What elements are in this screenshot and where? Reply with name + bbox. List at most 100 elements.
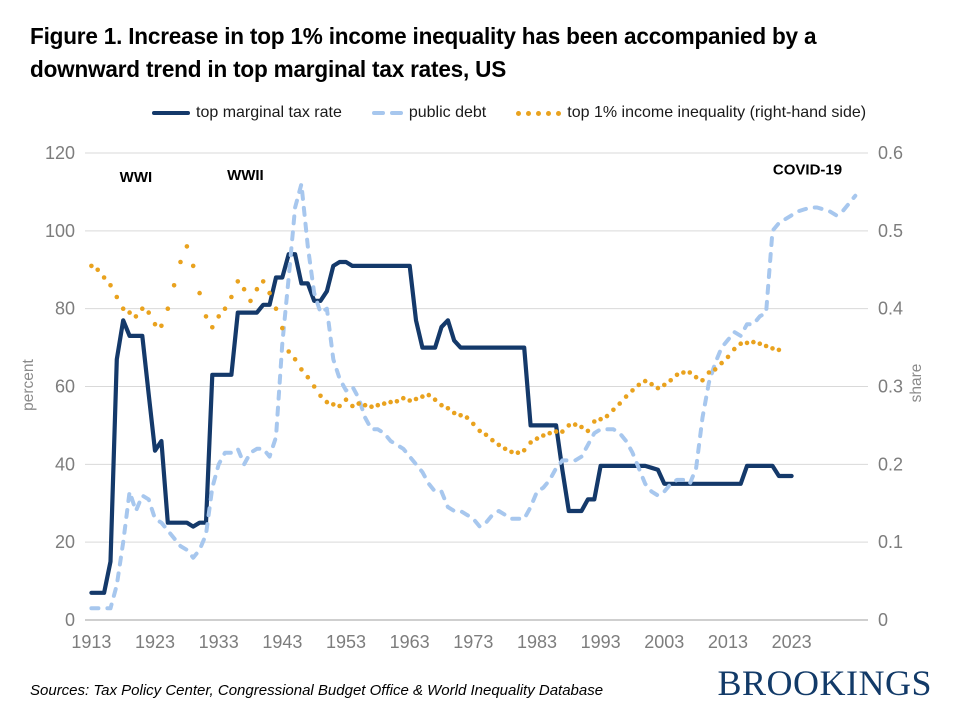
data-dot — [572, 422, 578, 427]
data-dot — [477, 428, 483, 434]
data-dot — [254, 286, 260, 292]
data-dot — [566, 423, 572, 428]
data-dot — [541, 433, 546, 438]
x-tick-label-1923: 1923 — [135, 632, 175, 652]
data-dot — [464, 415, 470, 420]
data-dot — [362, 402, 368, 408]
data-dot — [210, 325, 215, 330]
data-dot — [146, 310, 151, 315]
right-tick-label-0.5: 0.5 — [878, 221, 903, 241]
legend-dash — [389, 111, 403, 115]
data-dot — [108, 283, 113, 288]
legend-item-top-marginal-tax-rate: top marginal tax rate — [152, 104, 342, 122]
data-dot — [140, 306, 145, 311]
data-dot — [337, 403, 342, 409]
data-dot — [483, 432, 489, 438]
data-dot — [350, 403, 355, 409]
right-tick-label-0.6: 0.6 — [878, 143, 903, 163]
chart-canvas: 0 0 20 0.1 40 0.2 60 0.3 80 0.4 100 0.5 120 0.6 1913 19… — [20, 143, 925, 652]
data-dot — [203, 314, 209, 319]
data-dot — [413, 396, 419, 402]
data-dot — [101, 275, 107, 280]
data-dot — [159, 323, 164, 329]
data-dot — [216, 314, 221, 319]
data-dot — [197, 290, 202, 296]
legend-label-public-debt: public debt — [408, 104, 487, 121]
x-tick-label-1963: 1963 — [390, 632, 430, 652]
data-dot — [267, 290, 272, 296]
data-dot — [636, 382, 642, 388]
data-dot — [490, 437, 495, 443]
x-tick-label-1943: 1943 — [262, 632, 302, 652]
data-dot — [471, 421, 476, 427]
data-dot — [381, 401, 387, 406]
data-dot — [299, 367, 304, 372]
dashed-line-swatch — [371, 111, 403, 115]
x-tick-label-1953: 1953 — [326, 632, 366, 652]
left-tick-label-40: 40 — [55, 454, 75, 474]
data-dot — [152, 321, 158, 327]
series-top-1-income-inequality-right-hand-side — [89, 244, 782, 456]
data-dot — [165, 306, 171, 311]
data-dot — [305, 374, 311, 380]
data-dot — [311, 384, 317, 389]
data-dot — [496, 442, 502, 448]
data-dot — [776, 347, 782, 353]
data-dot — [509, 449, 514, 455]
data-dot — [95, 267, 100, 273]
brookings-logo: BROOKINGS — [717, 663, 932, 703]
data-dot — [280, 325, 285, 331]
data-dot — [171, 283, 177, 288]
chart-area: 0 0 20 0.1 40 0.2 60 0.3 80 0.4 100 0.5 120 0.6 1913 19… — [0, 140, 960, 660]
data-dot — [668, 378, 673, 383]
right-axis-title: share — [908, 364, 925, 403]
right-tick-label-0: 0 — [878, 610, 888, 630]
data-dot — [502, 446, 508, 452]
data-dot — [114, 294, 120, 300]
data-dot — [687, 370, 693, 375]
data-dot — [127, 310, 132, 315]
data-dot — [598, 416, 603, 422]
data-dot — [190, 263, 196, 269]
data-dot — [585, 428, 591, 434]
right-tick-label-0.1: 0.1 — [878, 532, 903, 552]
data-dot — [770, 346, 775, 351]
data-dot — [120, 306, 126, 311]
data-dot — [547, 430, 552, 436]
data-dot — [222, 306, 228, 311]
legend-dot — [526, 110, 532, 116]
source-note: Sources: Tax Policy Center, Congressiona… — [30, 682, 604, 699]
left-tick-label-20: 20 — [55, 532, 75, 552]
data-dot — [241, 286, 247, 292]
data-dot — [611, 407, 616, 413]
data-dot — [534, 436, 540, 441]
data-dot — [229, 294, 234, 300]
legend-dot — [546, 110, 552, 116]
left-tick-label-100: 100 — [45, 221, 75, 241]
right-tick-label-0.3: 0.3 — [878, 377, 903, 397]
data-dot — [642, 378, 648, 384]
data-dot — [458, 413, 463, 418]
data-dot — [439, 402, 444, 408]
data-dot — [178, 259, 183, 265]
data-dot — [133, 314, 139, 319]
data-dot — [324, 399, 330, 405]
data-dot — [592, 419, 597, 424]
annotation-wwii: WWII — [227, 167, 264, 184]
data-dot — [260, 279, 266, 284]
data-dot — [700, 378, 705, 383]
data-dot — [763, 343, 769, 349]
data-dot — [674, 372, 680, 378]
data-dot — [331, 402, 336, 407]
legend-dot — [536, 110, 542, 116]
right-tick-label-0.4: 0.4 — [878, 299, 903, 319]
data-dot — [515, 450, 521, 456]
data-dot — [445, 406, 451, 411]
data-dot — [738, 341, 743, 346]
x-tick-label-2003: 2003 — [644, 632, 684, 652]
right-tick-label-0.2: 0.2 — [878, 454, 903, 474]
data-dot — [356, 401, 362, 406]
x-tick-label-1913: 1913 — [71, 632, 111, 652]
data-dot — [394, 399, 400, 404]
data-dot — [725, 354, 731, 360]
